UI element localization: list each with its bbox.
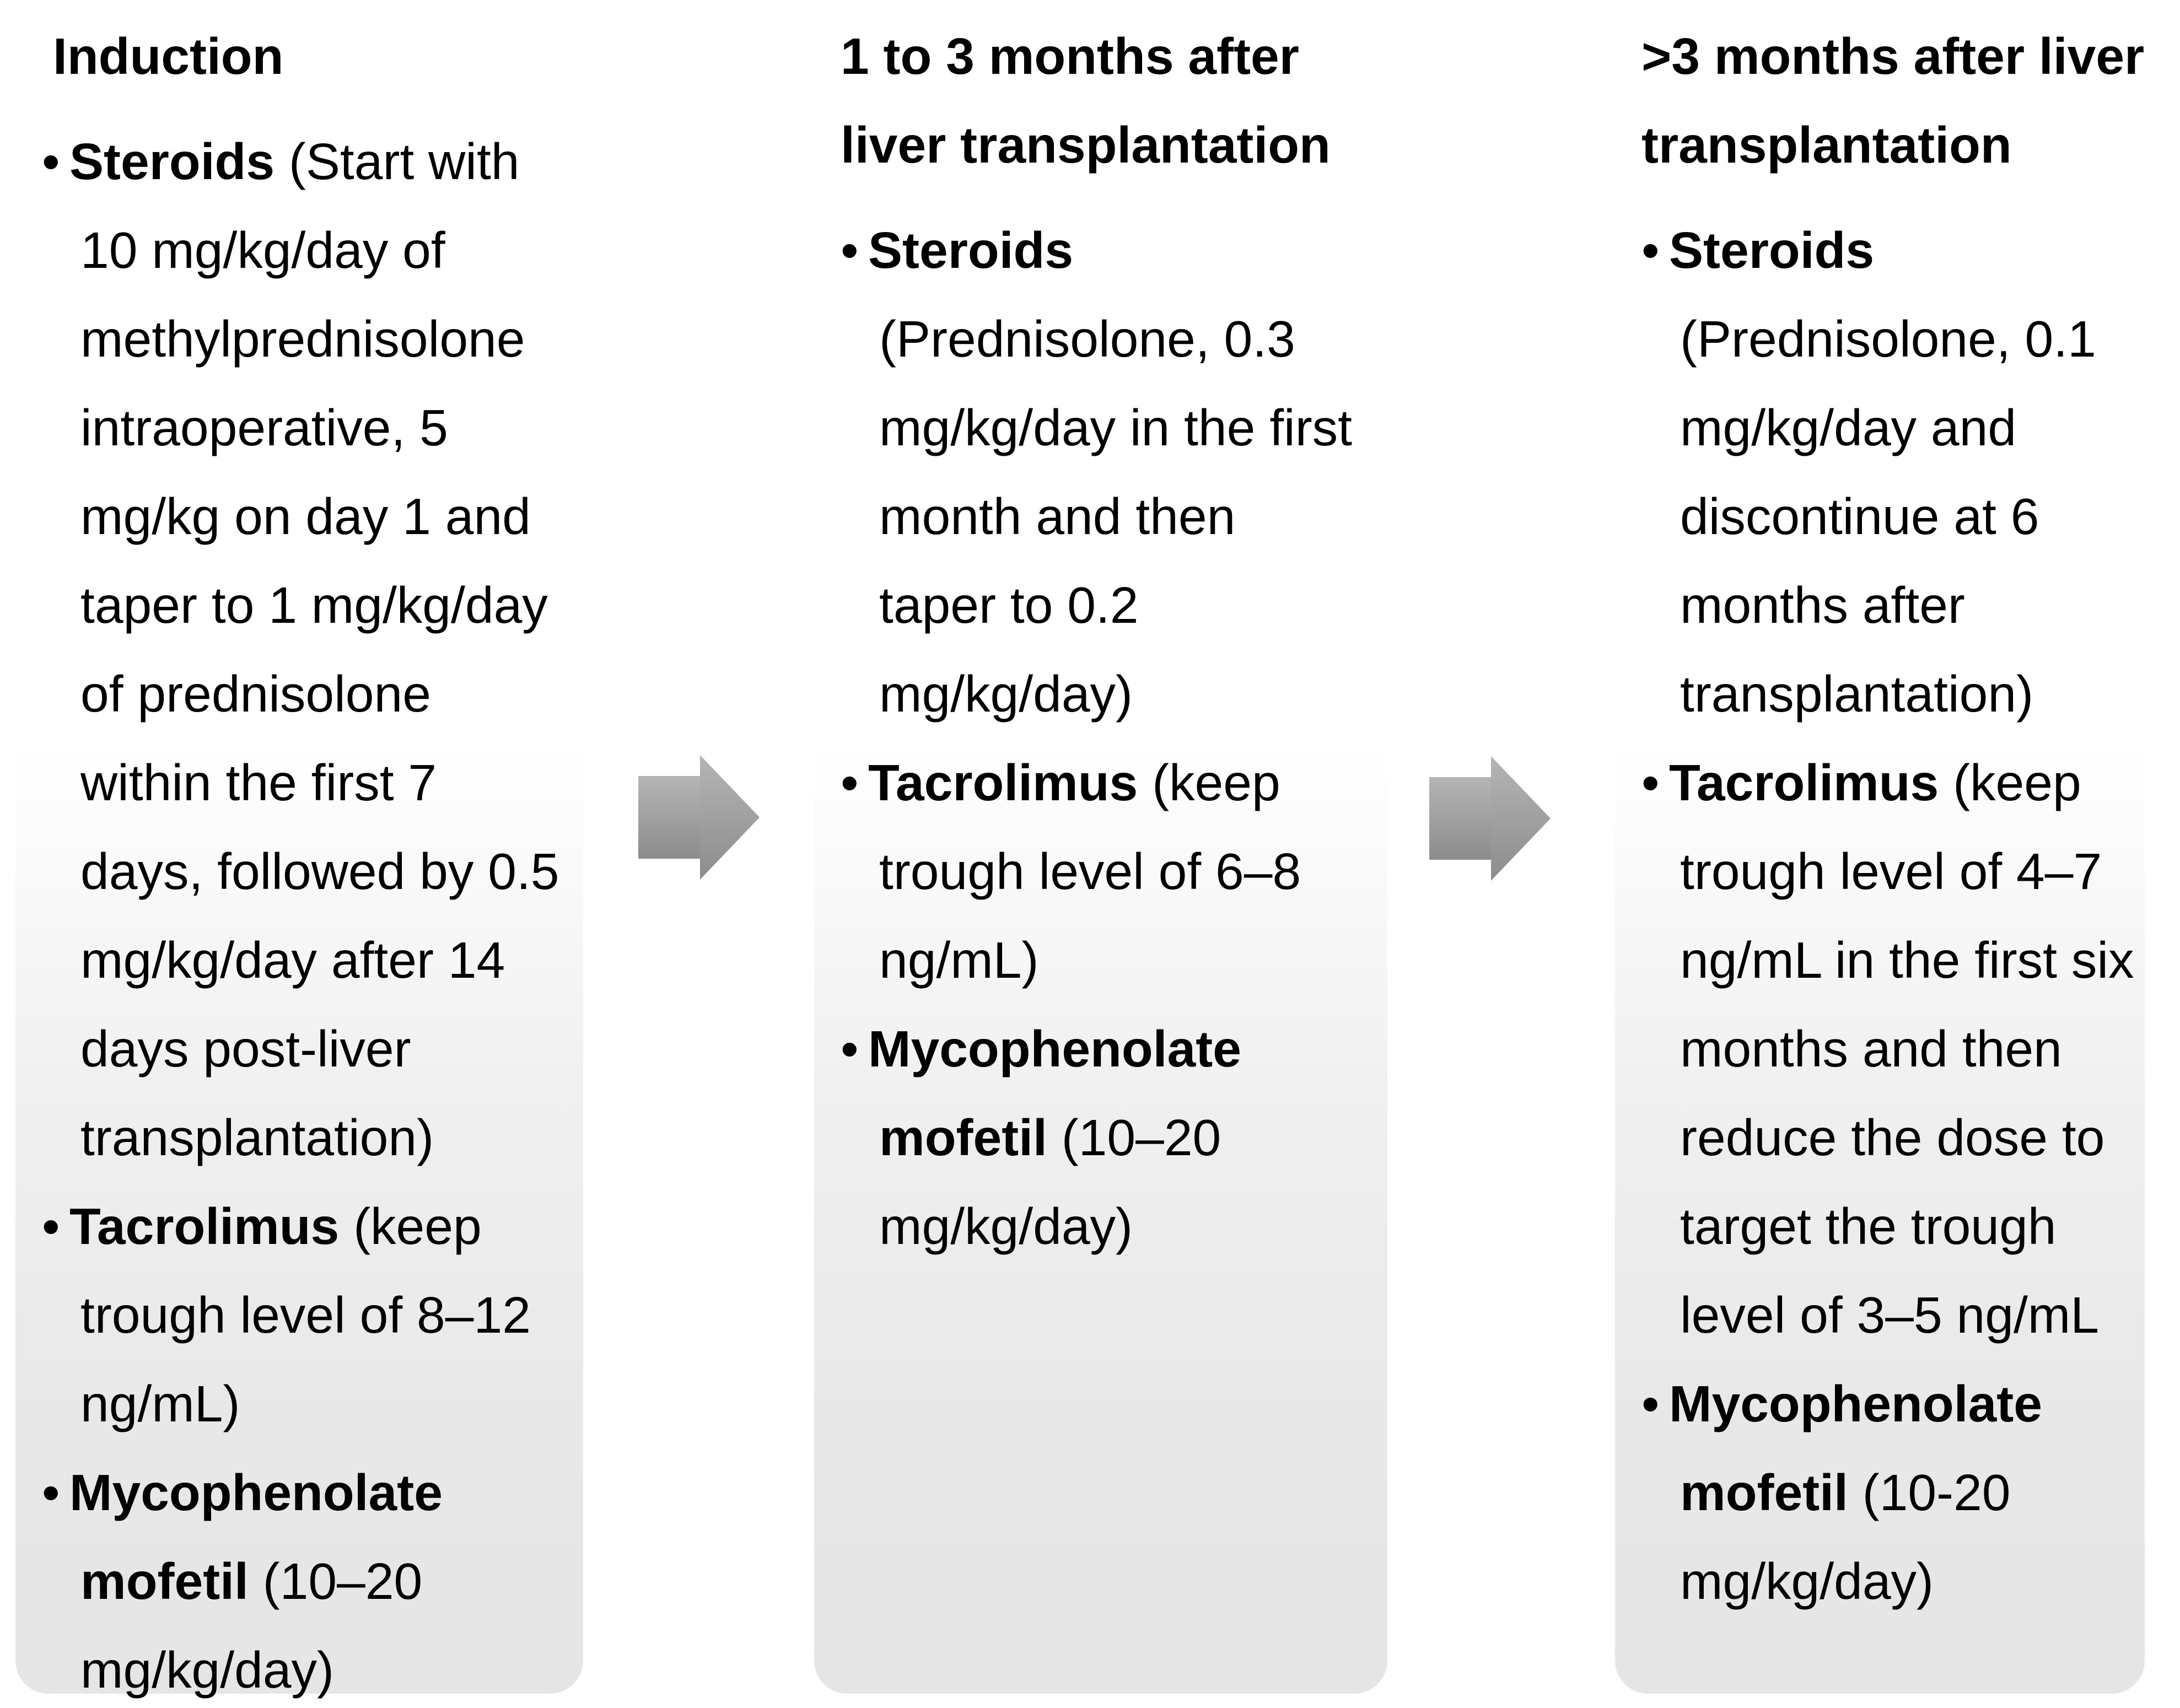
bullet-icon: • xyxy=(841,222,859,279)
phase-column-over-3-months: >3 months after liver transplantation • S… xyxy=(1615,0,2145,1694)
bullet-icon: • xyxy=(42,133,60,190)
treatment-item-mycophenolate: • Mycophenolate mofetil (10–20 mg/kg/day) xyxy=(42,1448,579,1708)
treatment-item-tacrolimus: • Tacrolimus (keep trough level of 6–8 ng… xyxy=(841,739,1383,1005)
treatment-item-steroids: • Steroids (Start with 10 mg/kg/day of me… xyxy=(42,117,579,1182)
drug-detail: (Start with 10 mg/kg/day of methylpredni… xyxy=(80,133,559,1166)
phase-title: 1 to 3 months after liver transplantatio… xyxy=(841,28,1331,174)
bullet-icon: • xyxy=(42,1198,60,1255)
drug-detail: (10-20 mg/kg/day) xyxy=(1680,1464,2011,1610)
treatment-item-steroids: • Steroids (Prednisolone, 0.3 mg/kg/day i… xyxy=(841,206,1383,739)
bullet-icon: • xyxy=(1641,754,1660,811)
treatment-item-mycophenolate: • Mycophenolate mofetil (10-20 mg/kg/day) xyxy=(1641,1360,2140,1626)
treatment-item-mycophenolate: • Mycophenolate mofetil (10–20 mg/kg/day) xyxy=(841,1005,1383,1271)
drug-name: Steroids xyxy=(1669,222,1875,279)
drug-name: Mycophenolate mofetil xyxy=(69,1464,443,1610)
phase-column-content: 1 to 3 months after liver transplantatio… xyxy=(814,0,1387,1271)
phase-title: Induction xyxy=(53,28,284,85)
drug-name: Tacrolimus xyxy=(69,1198,340,1255)
phase-column-induction: Induction • Steroids (Start with 10 mg/kg… xyxy=(15,0,583,1699)
drug-name: Tacrolimus xyxy=(1669,754,1939,811)
drug-name: Mycophenolate mofetil xyxy=(1669,1375,2042,1521)
drug-name: Mycophenolate mofetil xyxy=(868,1020,1241,1166)
bullet-icon: • xyxy=(1641,222,1660,279)
phase-column-content: Induction • Steroids (Start with 10 mg/kg… xyxy=(15,0,583,1708)
bullet-icon: • xyxy=(42,1464,60,1521)
drug-name: Steroids xyxy=(69,133,275,190)
flow-arrow-icon xyxy=(1429,756,1551,881)
bullet-icon: • xyxy=(1641,1375,1660,1432)
phase-title: >3 months after liver transplantation xyxy=(1641,28,2145,174)
treatment-item-tacrolimus: • Tacrolimus (keep trough level of 4–7 ng… xyxy=(1641,739,2140,1360)
bullet-icon: • xyxy=(841,1020,859,1077)
drug-detail: (10–20 mg/kg/day) xyxy=(80,1553,423,1699)
drug-detail: (keep trough level of 6–8 ng/mL) xyxy=(879,754,1301,989)
drug-detail: (keep trough level of 4–7 ng/mL in the f… xyxy=(1680,754,2134,1344)
drug-name: Tacrolimus xyxy=(868,754,1138,811)
drug-detail: (10–20 mg/kg/day) xyxy=(879,1109,1221,1255)
treatment-item-tacrolimus: • Tacrolimus (keep trough level of 8–12 n… xyxy=(42,1182,579,1448)
drug-detail: (Prednisolone, 0.1 mg/kg/day and discont… xyxy=(1680,310,2096,723)
drug-detail: (Prednisolone, 0.3 mg/kg/day in the firs… xyxy=(879,310,1353,723)
bullet-icon: • xyxy=(841,754,859,811)
drug-name: Steroids xyxy=(868,222,1074,279)
drug-detail: (keep trough level of 8–12 ng/mL) xyxy=(80,1198,531,1432)
phase-column-1-to-3-months: 1 to 3 months after liver transplantatio… xyxy=(814,0,1387,1694)
treatment-item-steroids: • Steroids (Prednisolone, 0.1 mg/kg/day a… xyxy=(1641,206,2140,739)
phase-column-content: >3 months after liver transplantation • S… xyxy=(1615,0,2145,1626)
flow-arrow-icon xyxy=(638,755,760,880)
